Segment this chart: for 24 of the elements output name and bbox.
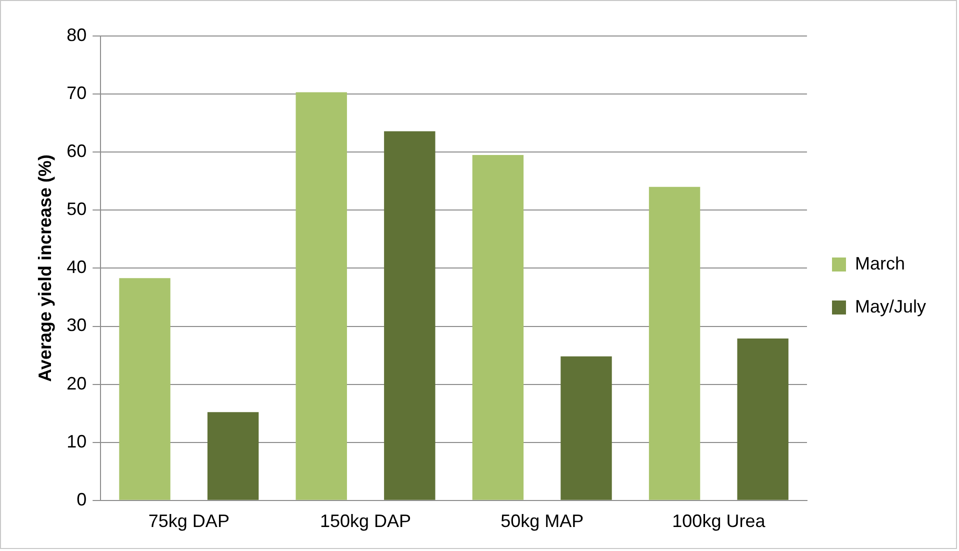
- y-tick-label: 50: [66, 199, 87, 220]
- y-tick-label: 10: [66, 431, 87, 452]
- y-tick-label: 80: [66, 24, 87, 45]
- bar: [472, 155, 524, 500]
- y-tick-label: 60: [66, 141, 87, 162]
- x-tick-label: 100kg Urea: [672, 511, 766, 532]
- y-tick-label: 0: [76, 489, 87, 510]
- bar: [296, 92, 347, 500]
- bar: [384, 131, 436, 500]
- y-tick-label: 30: [66, 315, 87, 336]
- x-tick-label: 50kg MAP: [500, 511, 584, 532]
- y-tick-label: 40: [66, 257, 87, 278]
- bar: [560, 356, 612, 500]
- legend-label: May/July: [854, 296, 926, 316]
- y-tick-label: 70: [66, 83, 87, 104]
- bar: [207, 412, 259, 500]
- legend-label: March: [854, 253, 905, 274]
- bar: [648, 186, 700, 500]
- bar: [119, 278, 170, 500]
- y-tick-label: 20: [66, 373, 87, 394]
- bar: [737, 338, 788, 500]
- y-axis-title: Average yield increase (%): [34, 154, 55, 382]
- x-tick-label: 75kg DAP: [148, 511, 230, 532]
- x-tick-label: 150kg DAP: [320, 511, 412, 532]
